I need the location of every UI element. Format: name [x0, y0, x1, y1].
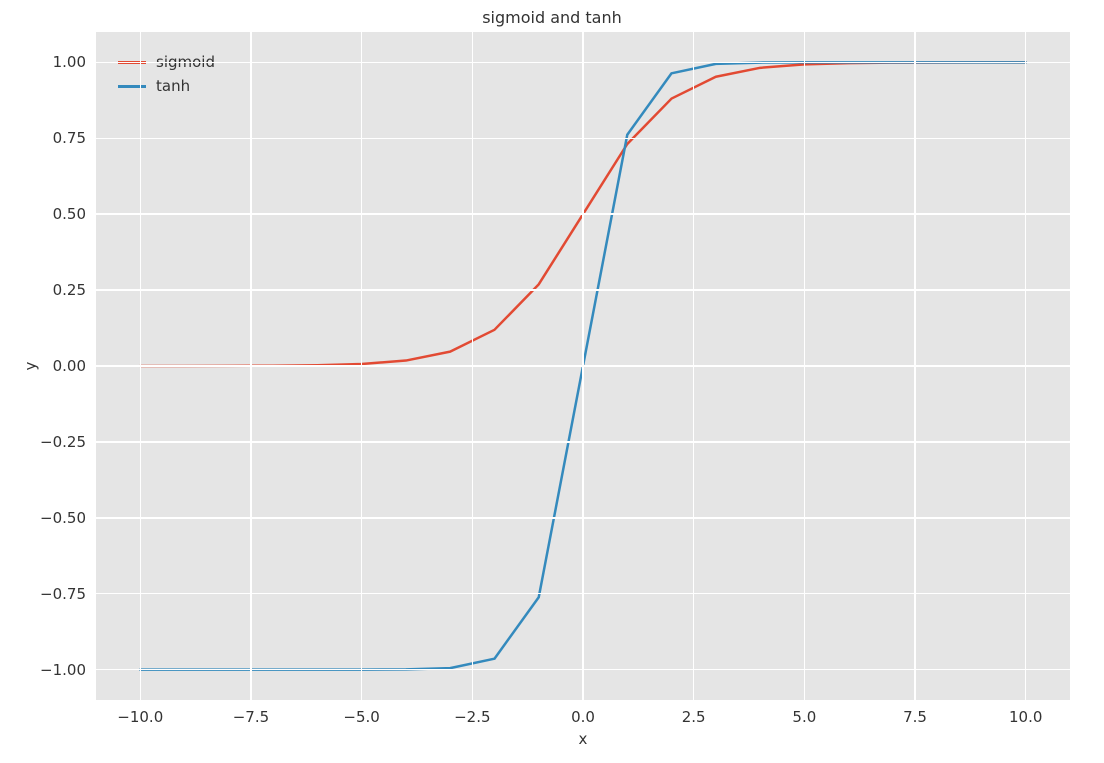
y-gridline [96, 517, 1070, 519]
y-gridline [96, 289, 1070, 291]
x-tick-label: 5.0 [792, 708, 816, 726]
x-tick-label: −2.5 [454, 708, 490, 726]
chart-title: sigmoid and tanh [0, 8, 1104, 27]
plot-area: sigmoidtanh [96, 32, 1070, 700]
x-tick-label: 0.0 [571, 708, 595, 726]
y-tick-label: −0.75 [40, 585, 86, 603]
y-tick-label: 0.75 [53, 129, 86, 147]
y-gridline [96, 138, 1070, 140]
y-gridline [96, 213, 1070, 215]
x-tick-label: 7.5 [903, 708, 927, 726]
x-tick-label: −7.5 [233, 708, 269, 726]
y-tick-label: 1.00 [53, 53, 86, 71]
legend: sigmoidtanh [110, 44, 223, 104]
legend-swatch [118, 85, 146, 88]
figure: sigmoid and tanh sigmoidtanh x y −10.0 −7… [0, 0, 1104, 763]
x-tick-label: −5.0 [343, 708, 379, 726]
y-gridline [96, 669, 1070, 671]
x-tick-label: 10.0 [1009, 708, 1042, 726]
legend-label: tanh [156, 77, 190, 95]
x-axis-label: x [579, 730, 588, 748]
x-tick-label: −10.0 [117, 708, 163, 726]
y-tick-label: −0.50 [40, 509, 86, 527]
legend-item: tanh [118, 74, 215, 98]
y-tick-label: 0.25 [53, 281, 86, 299]
y-tick-label: 0.50 [53, 205, 86, 223]
y-gridline [96, 62, 1070, 64]
x-tick-label: 2.5 [682, 708, 706, 726]
y-gridline [96, 365, 1070, 367]
y-gridline [96, 593, 1070, 595]
y-tick-label: −0.25 [40, 433, 86, 451]
y-tick-label: −1.00 [40, 661, 86, 679]
y-tick-label: 0.00 [53, 357, 86, 375]
y-gridline [96, 441, 1070, 443]
y-axis-label: y [21, 362, 39, 371]
